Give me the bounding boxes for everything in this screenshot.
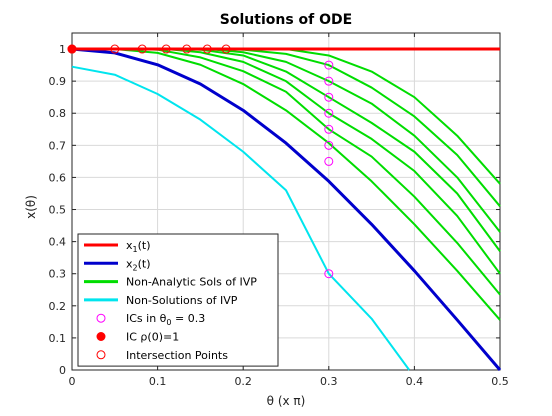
legend-label: x2(t): [126, 257, 151, 272]
x-tick-label: 0.1: [149, 375, 167, 388]
y-tick-label: 0.1: [49, 332, 67, 345]
legend-label: Non-Analytic Sols of IVP: [126, 276, 257, 289]
ic-filled-marker: [67, 44, 77, 54]
legend: x1(t) x2(t) Non-Analytic Sols of IVP Non-So…: [77, 233, 279, 367]
y-tick-label: 0.3: [49, 268, 67, 281]
y-tick-label: 0.6: [49, 171, 67, 184]
chart-title: Solutions of ODE: [220, 12, 352, 28]
ic-marker: [324, 108, 334, 118]
y-tick-label: 0: [59, 364, 66, 377]
ic-marker: [324, 76, 334, 86]
x-tick-label: 0: [69, 375, 76, 388]
intersection-marker: [110, 44, 120, 54]
intersection-marker: [182, 44, 192, 54]
x2-line: [71, 47, 502, 371]
x-tick-label: 0.4: [406, 375, 424, 388]
intersection-marker: [137, 44, 147, 54]
ic-marker: [324, 140, 334, 150]
y-tick-label: 0.5: [49, 204, 67, 217]
non-analytic-solution-line: [114, 48, 501, 321]
non-solution-line: [71, 65, 411, 371]
ic-marker: [324, 124, 334, 134]
ic-marker: [324, 60, 334, 70]
y-tick-label: 0.2: [49, 300, 67, 313]
x-tick-label: 0.2: [234, 375, 252, 388]
ic-marker: [324, 269, 334, 279]
legend-swatch-marker: [96, 332, 106, 341]
intersection-marker: [161, 44, 171, 54]
x-tick-label: 0.5: [491, 375, 509, 388]
y-axis-label: x(θ): [24, 195, 38, 219]
ic-marker: [324, 92, 334, 102]
non-analytic-solution-line: [142, 48, 501, 296]
x-tick-label: 0.3: [320, 375, 338, 388]
legend-label: ICs in θ0 = 0.3: [126, 312, 205, 327]
legend-label: x1(t): [126, 239, 151, 254]
non-analytic-solution-line: [207, 48, 501, 233]
intersection-marker: [202, 44, 212, 54]
y-tick-label: 0.9: [49, 75, 67, 88]
intersection-marker: [221, 44, 231, 54]
ic-marker: [324, 156, 334, 166]
legend-swatch-marker: [96, 313, 106, 323]
y-tick-label: 1: [59, 43, 66, 56]
legend-swatch-marker: [96, 350, 106, 360]
y-tick-label: 0.7: [49, 139, 67, 152]
non-analytic-solution-line: [186, 48, 501, 252]
legend-label: IC ρ(0)=1: [126, 331, 179, 344]
legend-label: Intersection Points: [126, 349, 228, 362]
legend-label: Non-Solutions of IVP: [126, 294, 238, 307]
x-axis-label: θ (x π): [267, 394, 306, 408]
y-tick-label: 0.8: [49, 107, 67, 120]
non-analytic-solution-line: [166, 48, 501, 275]
axes-box: [71, 32, 501, 371]
y-tick-label: 0.4: [49, 236, 67, 249]
